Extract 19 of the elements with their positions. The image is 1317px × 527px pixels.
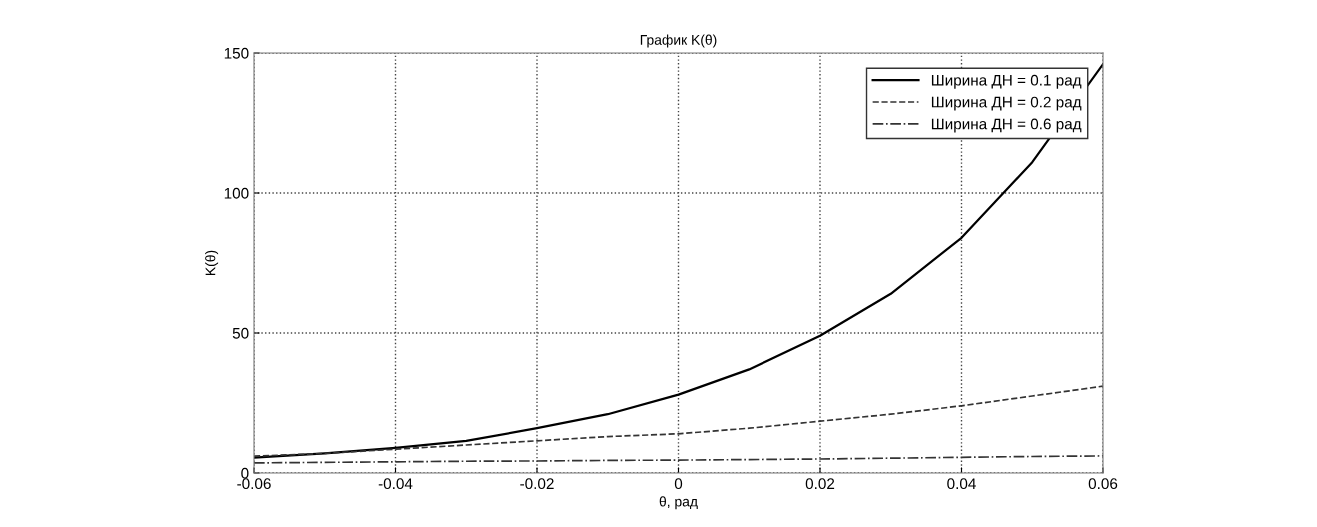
y-tick-label: 50 [232,327,249,339]
line-series [254,385,1103,458]
x-tick-label: 0 [674,478,683,490]
x-tick-label: 0.04 [947,478,976,490]
y-axis-title: K(θ) [205,250,219,275]
line-series [254,63,1103,459]
legend-label: Ширина ДН = 0.6 рад [931,118,1082,133]
y-tick-label: 0 [241,467,249,479]
y-tick-label: 100 [224,187,249,199]
x-axis-title: θ, рад [659,496,698,510]
x-tick-label: -0.04 [378,478,413,490]
legend-label: Ширина ДН = 0.1 рад [931,74,1082,89]
x-tick-label: -0.06 [237,478,271,490]
x-tick-label: 0.02 [805,478,835,490]
y-tick-label: 150 [224,47,249,59]
x-tick-label: 0.06 [1088,478,1118,490]
legend-label: Ширина ДН = 0.2 рад [931,96,1082,111]
x-tick-label: -0.02 [520,478,554,490]
chart-title: График K(θ) [640,34,717,48]
